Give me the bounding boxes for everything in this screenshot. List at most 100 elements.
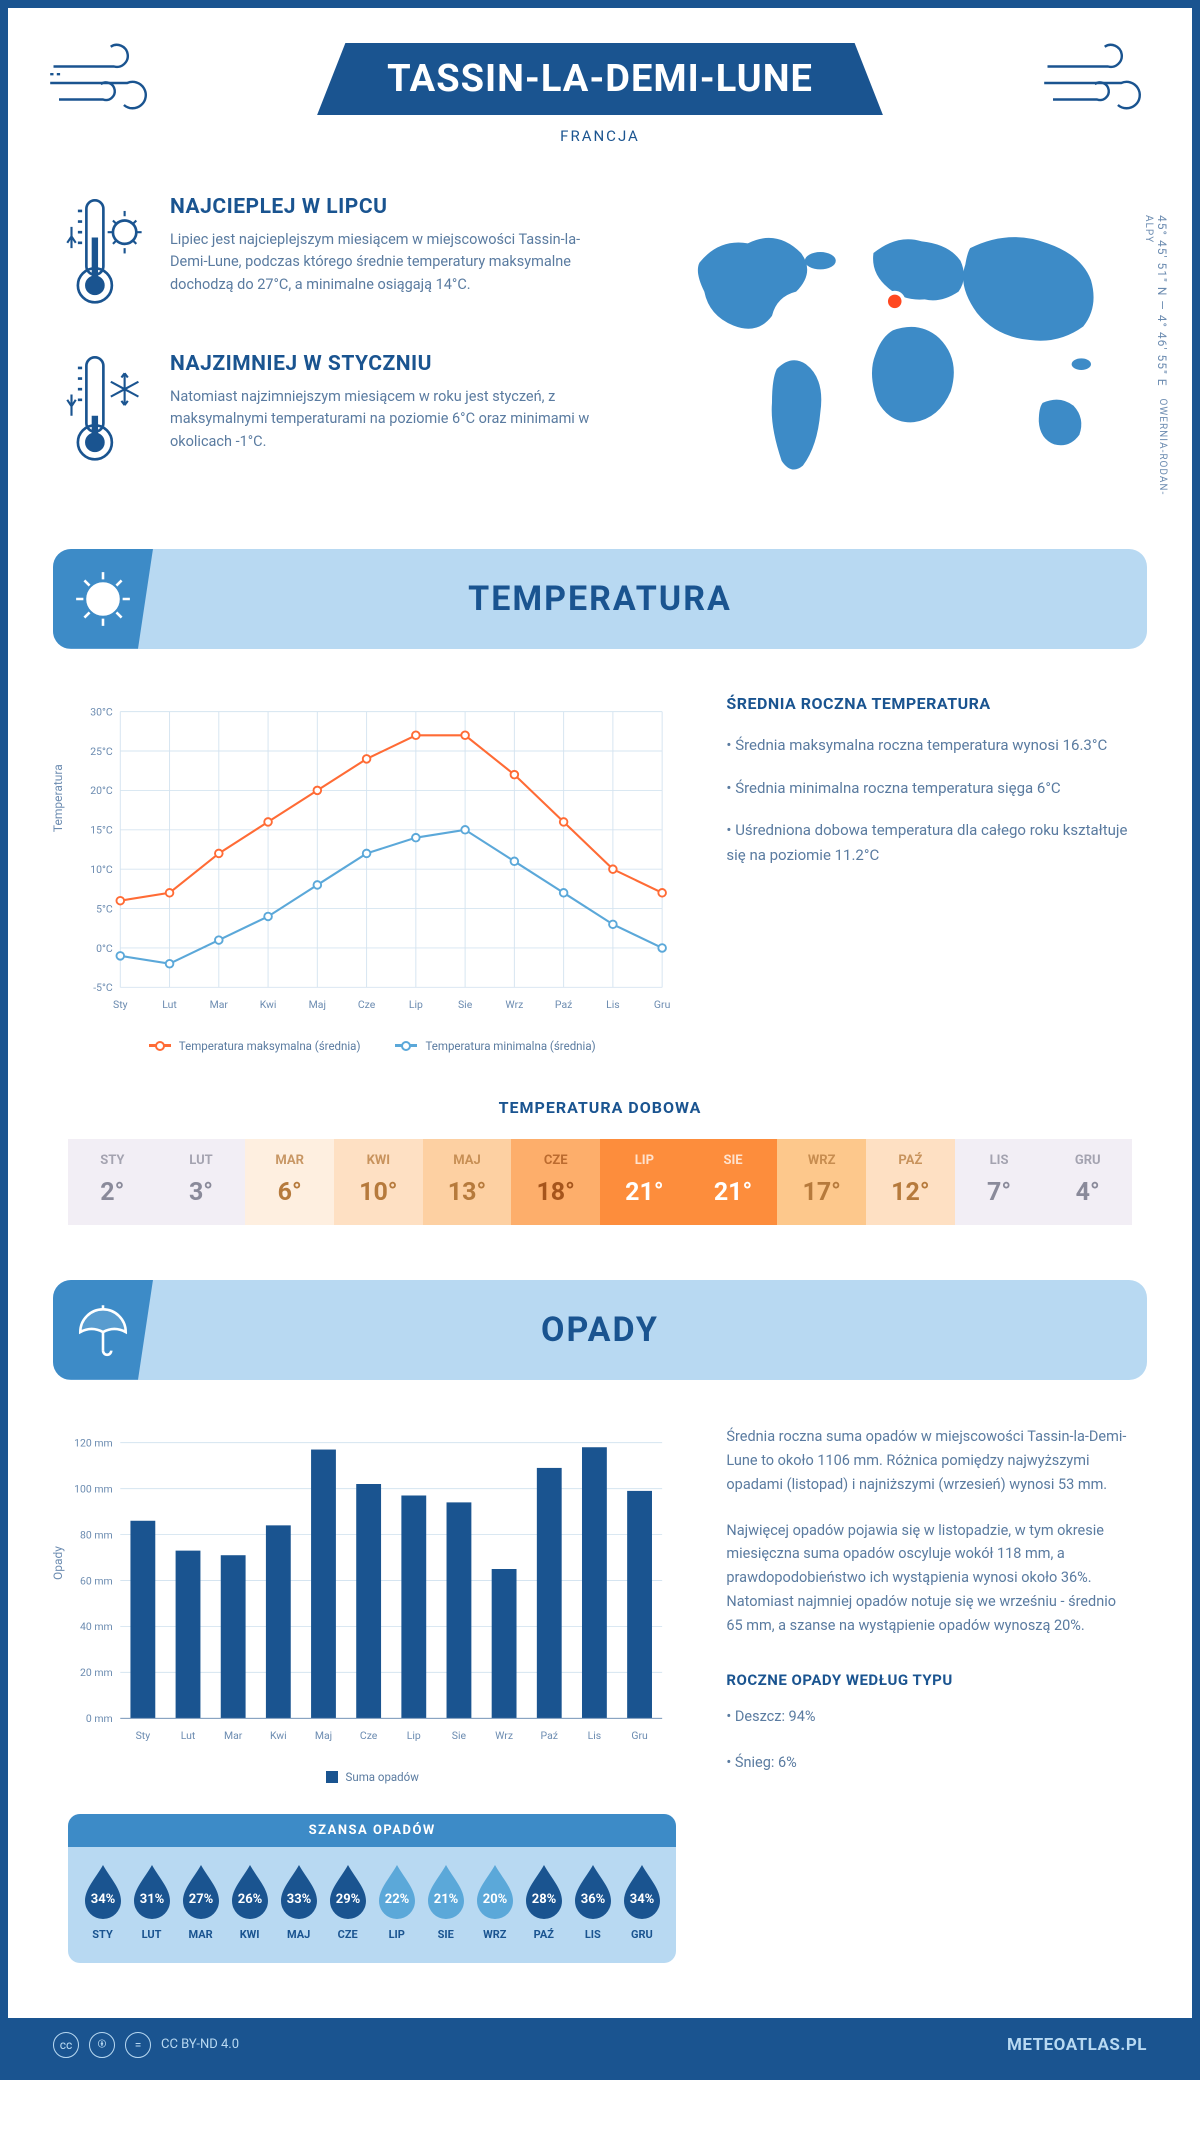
daily-temp-cell: PAŹ12° [866, 1139, 955, 1225]
wind-icon [48, 43, 158, 123]
coldest-text: Natomiast najzimniejszym miesiącem w rok… [170, 386, 599, 453]
rain-chance-drop: 29%CZE [323, 1861, 372, 1941]
svg-text:Paź: Paź [541, 1729, 558, 1742]
page-title: TASSIN-LA-DEMI-LUNE [317, 43, 883, 115]
warmest-block: NAJCIEPLEJ W LIPCU Lipiec jest najcieple… [63, 195, 599, 316]
svg-text:33%: 33% [286, 1892, 311, 1907]
svg-text:60 mm: 60 mm [80, 1574, 113, 1587]
svg-text:20 mm: 20 mm [80, 1666, 113, 1679]
svg-text:100 mm: 100 mm [74, 1482, 112, 1495]
svg-text:Gru: Gru [631, 1729, 648, 1742]
svg-text:Maj: Maj [315, 1729, 332, 1742]
svg-text:Lis: Lis [588, 1729, 602, 1742]
daily-temp-cell: LIS7° [955, 1139, 1044, 1225]
rain-chance-drop: 34%STY [78, 1861, 127, 1941]
temperature-line-chart: Temperatura -5°C0°C5°C10°C15°C20°C25°C30… [68, 694, 676, 1053]
warmest-title: NAJCIEPLEJ W LIPCU [170, 195, 599, 219]
page-subtitle: FRANCJA [38, 127, 1162, 145]
svg-text:Lip: Lip [409, 998, 423, 1011]
header: TASSIN-LA-DEMI-LUNE FRANCJA [8, 8, 1192, 170]
sun-icon [53, 549, 153, 649]
temperature-section-bar: TEMPERATURA [53, 549, 1147, 649]
footer: cc 🅯 = CC BY-ND 4.0 METEOATLAS.PL [8, 2018, 1192, 2072]
rain-chance-drop: 31%LUT [127, 1861, 176, 1941]
precipitation-title: OPADY [53, 1310, 1147, 1350]
temperature-title: TEMPERATURA [53, 579, 1147, 619]
svg-text:Lut: Lut [181, 1729, 196, 1742]
svg-text:20%: 20% [483, 1892, 508, 1907]
precipitation-bar-chart: Opady 0 mm20 mm40 mm60 mm80 mm100 mm120 … [68, 1425, 676, 1963]
temperature-stats: ŚREDNIA ROCZNA TEMPERATURA • Średnia mak… [726, 694, 1132, 1053]
svg-text:0°C: 0°C [96, 942, 113, 955]
coldest-title: NAJZIMNIEJ W STYCZNIU [170, 352, 599, 376]
svg-text:Sie: Sie [458, 998, 473, 1011]
rain-chance-drop: 22%LIP [372, 1861, 421, 1941]
warmest-text: Lipiec jest najcieplejszym miesiącem w m… [170, 229, 599, 296]
rain-chance-drop: 27%MAR [176, 1861, 225, 1941]
rain-chance-drop: 28%PAŹ [519, 1861, 568, 1941]
svg-text:Sty: Sty [113, 998, 128, 1011]
svg-text:28%: 28% [532, 1892, 557, 1907]
svg-text:27%: 27% [188, 1892, 213, 1907]
svg-text:Kwi: Kwi [260, 998, 277, 1011]
svg-text:Paź: Paź [555, 998, 572, 1011]
svg-text:120 mm: 120 mm [74, 1436, 112, 1449]
daily-temp-cell: LUT3° [157, 1139, 246, 1225]
site-name: METEOATLAS.PL [1007, 2035, 1147, 2055]
svg-text:Mar: Mar [224, 1729, 243, 1742]
svg-text:80 mm: 80 mm [80, 1528, 113, 1541]
svg-text:20°C: 20°C [90, 784, 113, 797]
daily-temperature-table: TEMPERATURA DOBOWA STY2°LUT3°MAR6°KWI10°… [8, 1083, 1192, 1280]
svg-text:40 mm: 40 mm [80, 1620, 113, 1633]
svg-text:Lut: Lut [162, 998, 177, 1011]
daily-temp-cell: SIE21° [689, 1139, 778, 1225]
daily-temp-cell: MAR6° [245, 1139, 334, 1225]
cc-icon: cc [53, 2032, 79, 2058]
intro-section: NAJCIEPLEJ W LIPCU Lipiec jest najcieple… [8, 170, 1192, 549]
svg-text:34%: 34% [630, 1892, 655, 1907]
world-map [649, 195, 1137, 485]
rain-chance-drop: 36%LIS [568, 1861, 617, 1941]
daily-temp-cell: LIP21° [600, 1139, 689, 1225]
daily-temp-cell: STY2° [68, 1139, 157, 1225]
svg-text:22%: 22% [384, 1892, 409, 1907]
rain-chance-drop: 21%SIE [421, 1861, 470, 1941]
daily-temp-cell: CZE18° [511, 1139, 600, 1225]
nd-icon: = [125, 2032, 151, 2058]
daily-temp-cell: WRZ17° [777, 1139, 866, 1225]
rain-chance-drop: 33%MAJ [274, 1861, 323, 1941]
svg-text:15°C: 15°C [90, 823, 113, 836]
thermometer-cold-icon [63, 352, 148, 473]
coordinates: 45° 45' 51" N — 4° 46' 55" E OWERNIA-ROD… [1141, 215, 1169, 509]
wind-icon [1042, 43, 1152, 123]
svg-text:25°C: 25°C [90, 745, 113, 758]
svg-text:29%: 29% [335, 1892, 360, 1907]
svg-text:26%: 26% [237, 1892, 262, 1907]
rain-chance-drop: 34%GRU [617, 1861, 666, 1941]
svg-text:5°C: 5°C [96, 902, 113, 915]
daily-temp-cell: KWI10° [334, 1139, 423, 1225]
svg-text:30°C: 30°C [90, 705, 113, 718]
svg-text:0 mm: 0 mm [86, 1712, 113, 1725]
svg-text:36%: 36% [581, 1892, 606, 1907]
svg-text:Cze: Cze [360, 1729, 378, 1742]
coldest-block: NAJZIMNIEJ W STYCZNIU Natomiast najzimni… [63, 352, 599, 473]
svg-text:Lip: Lip [407, 1729, 421, 1742]
svg-text:34%: 34% [90, 1892, 115, 1907]
precipitation-section-bar: OPADY [53, 1280, 1147, 1380]
svg-text:Sty: Sty [136, 1729, 151, 1742]
svg-text:Sie: Sie [452, 1729, 467, 1742]
svg-text:Wrz: Wrz [505, 998, 523, 1011]
svg-text:31%: 31% [139, 1892, 164, 1907]
svg-text:Kwi: Kwi [270, 1729, 287, 1742]
daily-temp-cell: GRU4° [1043, 1139, 1132, 1225]
svg-text:Wrz: Wrz [495, 1729, 513, 1742]
svg-text:21%: 21% [433, 1892, 458, 1907]
svg-text:-5°C: -5°C [93, 981, 113, 994]
thermometer-hot-icon [63, 195, 148, 316]
svg-text:Cze: Cze [358, 998, 376, 1011]
rain-chance-drop: 20%WRZ [470, 1861, 519, 1941]
by-icon: 🅯 [89, 2032, 115, 2058]
svg-text:Mar: Mar [210, 998, 229, 1011]
svg-text:Gru: Gru [654, 998, 671, 1011]
